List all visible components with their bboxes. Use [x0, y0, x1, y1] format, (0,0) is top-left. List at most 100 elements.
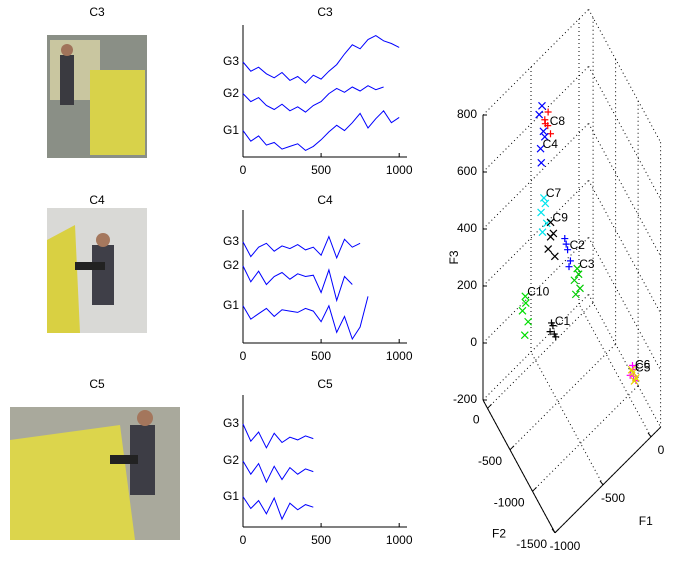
grid-line [532, 385, 639, 492]
data-point [566, 257, 574, 265]
data-point [544, 245, 553, 253]
chart-title: C5 [317, 377, 333, 391]
x-tick [599, 480, 604, 486]
data-point [546, 328, 554, 336]
series-label: G1 [223, 489, 239, 503]
data-point [541, 120, 549, 128]
data-point [627, 365, 636, 374]
photo-title: C5 [89, 377, 105, 391]
cluster-label: C6 [635, 358, 651, 372]
signal-line [242, 496, 314, 521]
cluster-label: C8 [550, 114, 566, 128]
x-tick-label: 500 [311, 533, 331, 547]
x-tick-label: 0 [240, 163, 247, 177]
x-tick-label: 0 [658, 443, 665, 457]
y-tick [532, 486, 537, 492]
series-label: G2 [223, 258, 239, 272]
signal-line [242, 423, 314, 449]
data-point [537, 158, 546, 167]
cluster-label: C9 [553, 210, 569, 224]
signal-line [242, 110, 400, 151]
data-point [571, 290, 580, 299]
y-tick [554, 528, 560, 534]
series-label: G1 [223, 123, 239, 137]
y-tick [487, 403, 492, 409]
series-label: G3 [223, 54, 239, 68]
data-point [550, 330, 558, 338]
data-point [561, 235, 569, 243]
data-point [518, 306, 527, 315]
data-point [574, 270, 583, 279]
z-tick-label: 600 [457, 164, 477, 178]
chart-title: C3 [317, 5, 333, 19]
data-point [550, 252, 559, 261]
series-label: G3 [223, 416, 239, 430]
y-axis-label: F2 [492, 527, 506, 541]
data-point [524, 317, 533, 326]
signal-line [242, 460, 314, 484]
z-tick-label: 800 [457, 107, 477, 121]
x-tick [551, 528, 556, 534]
z-tick-label: 200 [457, 278, 477, 292]
cluster-label: C7 [546, 186, 562, 200]
x-tick-label: 1000 [386, 349, 413, 363]
data-point [565, 263, 573, 271]
data-point [536, 144, 545, 153]
photo [10, 407, 180, 540]
series-label: G2 [223, 86, 239, 100]
cluster-label: C5 [635, 361, 651, 375]
y-tick-label: -1000 [494, 495, 525, 509]
photo-title: C4 [89, 193, 105, 207]
data-point [564, 246, 572, 254]
x-tick-label: -500 [601, 491, 625, 505]
z-axis-label: F3 [447, 250, 461, 264]
grid-line [509, 343, 616, 451]
y-tick [509, 445, 515, 451]
signal-line [242, 235, 361, 260]
data-point [521, 292, 530, 301]
grid-line [482, 180, 589, 287]
data-point [537, 208, 546, 217]
data-point [540, 132, 549, 141]
data-point [538, 228, 547, 237]
grid-line [588, 123, 662, 257]
signal-line [242, 35, 400, 84]
cluster-label: C2 [570, 238, 586, 252]
x-axis-label: F1 [639, 514, 653, 528]
grid-line [487, 302, 594, 409]
grid-line [588, 237, 662, 371]
series-label: G1 [223, 298, 239, 312]
photo-title: C3 [89, 5, 105, 19]
grid-line [482, 66, 589, 173]
data-point [570, 276, 579, 285]
data-point [538, 101, 546, 110]
x-tick-label: 1000 [386, 163, 413, 177]
grid-line [482, 9, 589, 116]
x-tick-label: 500 [311, 349, 331, 363]
data-point [535, 110, 544, 119]
chart-title: C4 [317, 193, 333, 207]
data-point [546, 218, 555, 227]
x-tick [647, 432, 652, 438]
cluster-label: C10 [527, 285, 549, 299]
data-point [562, 240, 570, 248]
grid-line [482, 237, 589, 344]
photo [47, 208, 147, 333]
data-point [547, 319, 555, 327]
data-point [541, 199, 550, 208]
x-tick-label: 1000 [386, 533, 413, 547]
signal-line [242, 85, 384, 113]
x-tick-label: 0 [240, 349, 247, 363]
data-point [576, 284, 584, 293]
cluster-label: C3 [579, 257, 595, 271]
grid-line [482, 123, 589, 230]
data-point [544, 108, 552, 116]
photo [47, 35, 147, 158]
series-label: G3 [223, 234, 239, 248]
data-point [546, 232, 555, 241]
signal-line [242, 265, 353, 303]
x-tick-label: -1000 [550, 539, 581, 553]
y-tick-label: 0 [473, 412, 480, 426]
cluster-label: C1 [555, 314, 571, 328]
